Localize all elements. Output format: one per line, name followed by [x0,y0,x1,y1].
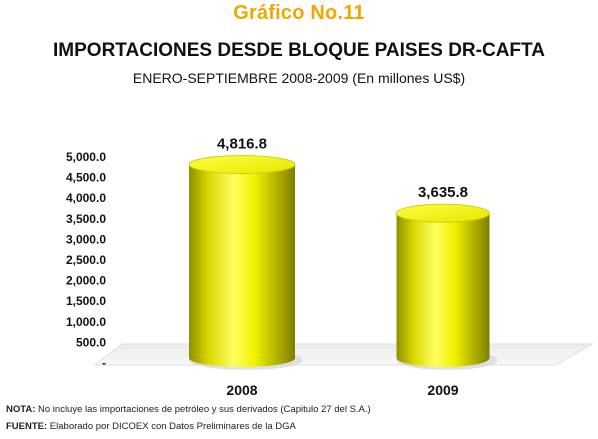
x-tick-label: 2008 [226,382,257,398]
footnote: NOTA: No incluye las importaciones de pe… [6,404,371,415]
source-label: FUENTE: [6,421,48,432]
bar-body [189,164,295,367]
bar-value-label: 3,635.8 [418,184,468,201]
y-axis: - 500.0 1,000.0 1,500.0 2,000.0 2,500.0 3,000.… [66,150,106,370]
y-tick-label: 1,500.0 [66,294,106,308]
footnote-text: No incluye las importaciones de petróleo… [35,404,371,415]
y-tick-label: 3,500.0 [66,212,106,226]
y-tick-label: 1,000.0 [66,315,106,329]
plot-floor [93,343,594,366]
bar-body [396,213,490,367]
y-tick-label: - [102,356,106,370]
y-tick-label: 3,000.0 [66,232,106,246]
source-text: Elaborado por DICOEX con Datos Prelimina… [47,421,296,432]
y-tick-label: 2,500.0 [66,253,106,267]
bar-2009: 3,635.8 [396,184,498,370]
bar-2008: 4,816.8 [188,136,303,370]
y-tick-label: 500.0 [76,335,106,349]
chart-subtitle: IMPORTACIONES DESDE BLOQUE PAISES DR-CAF… [53,40,545,61]
y-tick-label: 2,000.0 [66,274,106,288]
x-tick-label: 2009 [427,382,458,398]
y-tick-label: 4,500.0 [66,171,106,185]
bars-group: 4,816.8 3,635.8 [188,136,498,370]
y-tick-label: 5,000.0 [66,150,106,164]
chart-period-subtitle: ENERO-SEPTIEMBRE 2008-2009 (En millones … [132,70,466,86]
bar-top [396,203,490,223]
chart-title: Gráfico No.11 [233,2,365,24]
bar-top [188,155,296,174]
source-note: FUENTE: Elaborado por DICOEX con Datos P… [6,421,296,432]
bar-value-label: 4,816.8 [217,136,267,153]
footnote-label: NOTA: [6,404,36,415]
x-axis: 2008 2009 [226,382,458,398]
y-tick-label: 4,000.0 [66,191,106,205]
